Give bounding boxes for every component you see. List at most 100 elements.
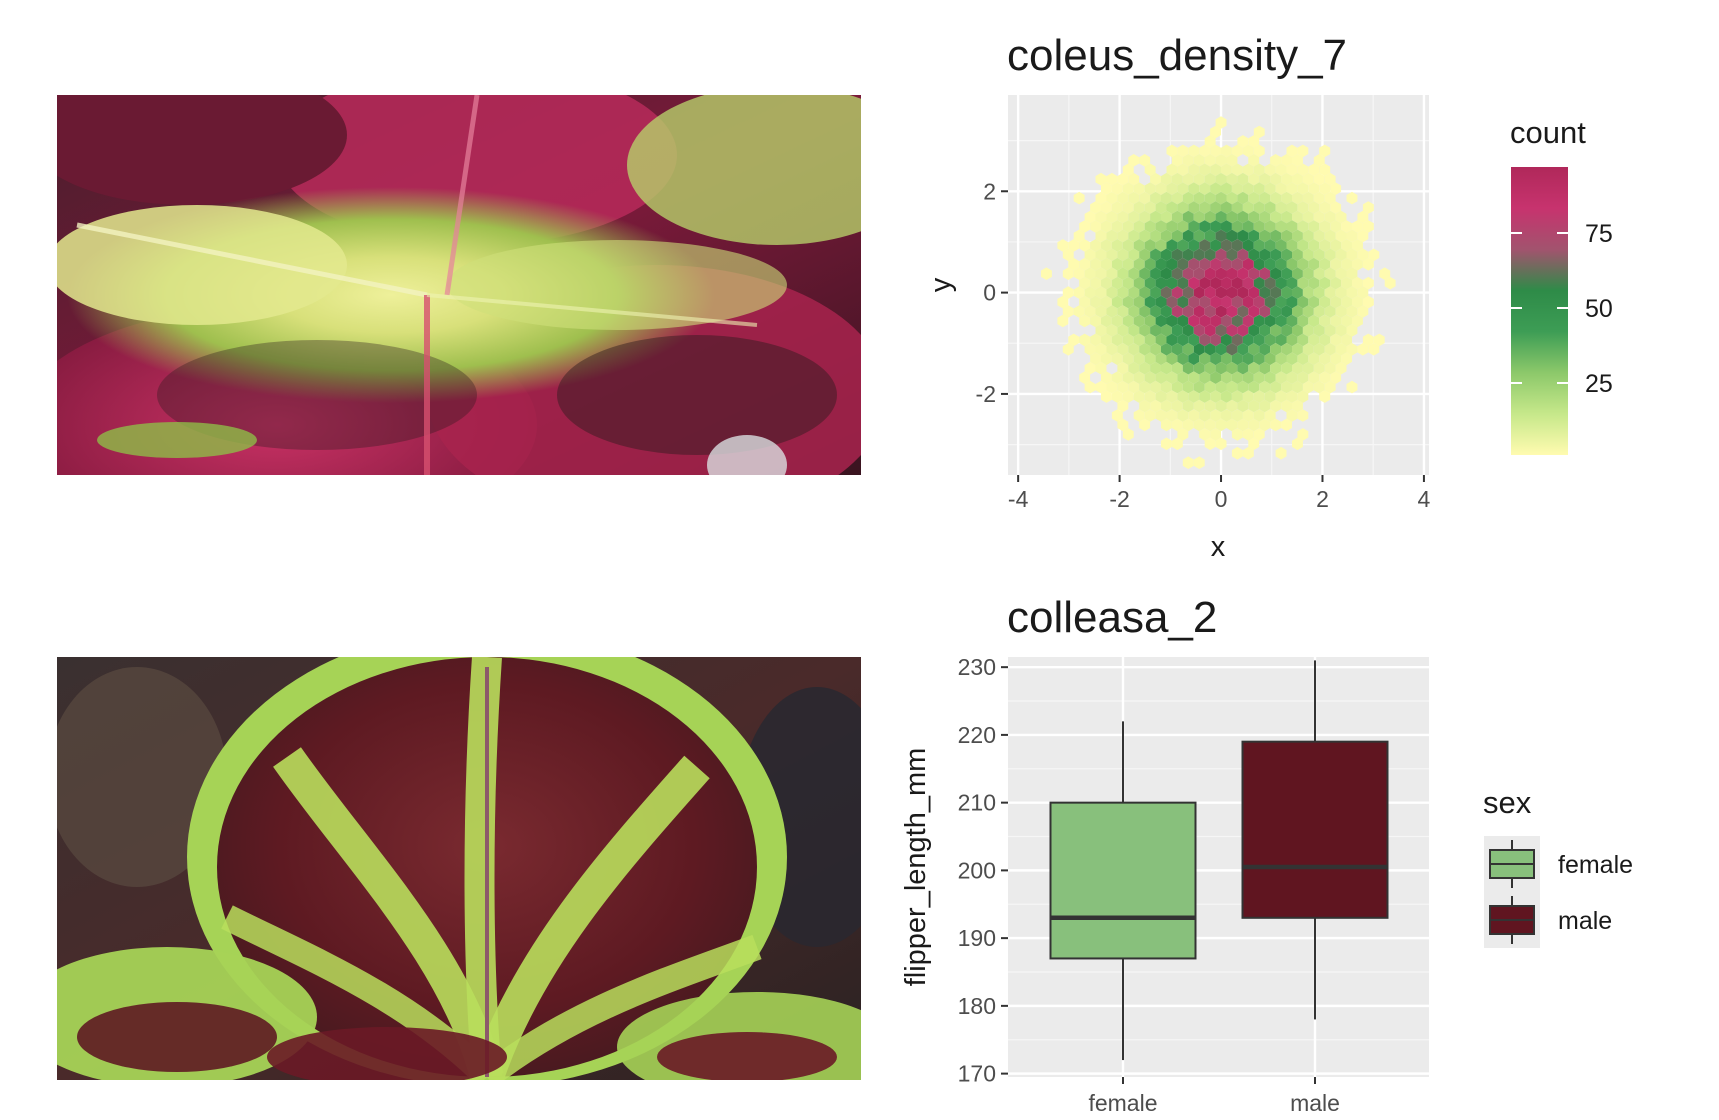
hex-cell bbox=[1161, 191, 1172, 205]
hex-cell bbox=[1199, 352, 1211, 366]
hex-cell bbox=[1253, 428, 1265, 441]
hex-cell bbox=[1324, 172, 1336, 186]
hex-cell bbox=[1231, 409, 1243, 422]
hex-cell bbox=[1264, 201, 1276, 214]
hex-cell bbox=[1379, 267, 1391, 280]
hex-cell bbox=[1111, 314, 1123, 328]
hex-cell bbox=[1204, 172, 1216, 186]
hex-cell bbox=[1297, 409, 1309, 422]
hex-cell bbox=[1199, 428, 1211, 441]
hex-cell bbox=[1319, 314, 1331, 328]
hex-cell bbox=[1188, 144, 1200, 158]
hex-cell bbox=[1330, 314, 1342, 328]
hex-cell bbox=[1204, 210, 1216, 224]
hex-cell bbox=[1079, 314, 1091, 328]
hex-cell bbox=[1297, 257, 1309, 271]
hex-cell bbox=[1330, 352, 1342, 366]
hex-cell bbox=[1128, 267, 1140, 280]
hex-cell bbox=[1084, 248, 1096, 262]
hex-cell bbox=[1161, 305, 1172, 318]
hex-cell bbox=[1297, 314, 1309, 328]
hex-cell bbox=[1319, 182, 1331, 195]
hex-cell bbox=[1182, 191, 1194, 205]
hex-cell bbox=[1231, 428, 1243, 441]
hex-cell bbox=[1292, 172, 1303, 186]
hex-cell bbox=[1122, 163, 1134, 177]
hex-cell bbox=[1150, 324, 1161, 337]
hex-cell bbox=[1117, 324, 1129, 337]
hex-cell bbox=[1111, 352, 1123, 366]
hex-cell bbox=[1199, 333, 1211, 347]
hex-cell bbox=[1139, 267, 1151, 280]
hex-cell bbox=[1292, 210, 1303, 224]
hex-cell bbox=[1166, 163, 1178, 177]
hex-cell bbox=[1286, 144, 1298, 158]
hex-cell bbox=[1221, 295, 1232, 309]
hex-cell bbox=[1139, 248, 1151, 262]
y-tick-label: 0 bbox=[983, 280, 996, 306]
hex-cell bbox=[1128, 324, 1140, 337]
hex-cell bbox=[1204, 191, 1216, 205]
hex-cell bbox=[1155, 220, 1167, 233]
hex-cell bbox=[1242, 163, 1254, 177]
colorbar-ticks: 25 50 75 bbox=[1511, 220, 1613, 398]
hex-cell bbox=[1308, 352, 1320, 366]
hex-cell bbox=[1286, 295, 1298, 309]
hex-cell bbox=[1264, 390, 1276, 403]
hex-cell bbox=[1166, 239, 1178, 252]
colorbar bbox=[1511, 167, 1568, 455]
hex-cell bbox=[1352, 220, 1363, 233]
hex-cell bbox=[1171, 286, 1183, 299]
hex-cell bbox=[1177, 295, 1189, 309]
hex-cell bbox=[1231, 333, 1243, 347]
hex-cell bbox=[1221, 276, 1232, 290]
hex-cell bbox=[1155, 182, 1167, 195]
hex-cell bbox=[1319, 257, 1331, 271]
hex-cell bbox=[1270, 154, 1282, 167]
hex-cell bbox=[1084, 361, 1096, 375]
hex-cell bbox=[1084, 380, 1096, 394]
hex-cell bbox=[1199, 390, 1211, 403]
hex-cell bbox=[1068, 239, 1080, 252]
hex-cell bbox=[1111, 295, 1123, 309]
hex-cell bbox=[1193, 191, 1205, 205]
hex-cell bbox=[1286, 390, 1298, 403]
hex-cell bbox=[1171, 343, 1183, 356]
hex-cell bbox=[1188, 295, 1200, 309]
hex-cell bbox=[1177, 390, 1189, 403]
hex-cell bbox=[1330, 333, 1342, 347]
hex-cell bbox=[1302, 324, 1314, 337]
hex-cell bbox=[1335, 229, 1347, 243]
hex-cell bbox=[1193, 305, 1205, 318]
hex-cell bbox=[1128, 305, 1140, 318]
hex-cell bbox=[1171, 267, 1183, 280]
hex-cell bbox=[1215, 286, 1227, 299]
hex-cell bbox=[1330, 276, 1342, 290]
hex-cell bbox=[1090, 257, 1101, 271]
hex-cell bbox=[1177, 409, 1189, 422]
hex-cell bbox=[1182, 248, 1194, 262]
hex-cell bbox=[1117, 399, 1129, 413]
hex-cell bbox=[1319, 352, 1331, 366]
hex-cell bbox=[1215, 172, 1227, 186]
hex-cell bbox=[1292, 380, 1303, 394]
hex-cell bbox=[1221, 220, 1232, 233]
hex-cell bbox=[1221, 144, 1232, 158]
hex-cell bbox=[1177, 371, 1189, 384]
hex-cell bbox=[1210, 428, 1221, 441]
hex-cell bbox=[1270, 229, 1282, 243]
hex-cell bbox=[1215, 361, 1227, 375]
hex-cell bbox=[1204, 286, 1216, 299]
hex-cell bbox=[1302, 248, 1314, 262]
hex-cell bbox=[1182, 361, 1194, 375]
hex-cell bbox=[1248, 380, 1260, 394]
hex-cell bbox=[1073, 191, 1085, 205]
hex-cell bbox=[1101, 239, 1112, 252]
hex-cell bbox=[1204, 399, 1216, 413]
hex-cell bbox=[1324, 324, 1336, 337]
hex-cell bbox=[1330, 239, 1342, 252]
hex-cell bbox=[1095, 229, 1107, 243]
hex-cell bbox=[1242, 201, 1254, 214]
hex-cell bbox=[1133, 295, 1145, 309]
hex-cell bbox=[1242, 390, 1254, 403]
